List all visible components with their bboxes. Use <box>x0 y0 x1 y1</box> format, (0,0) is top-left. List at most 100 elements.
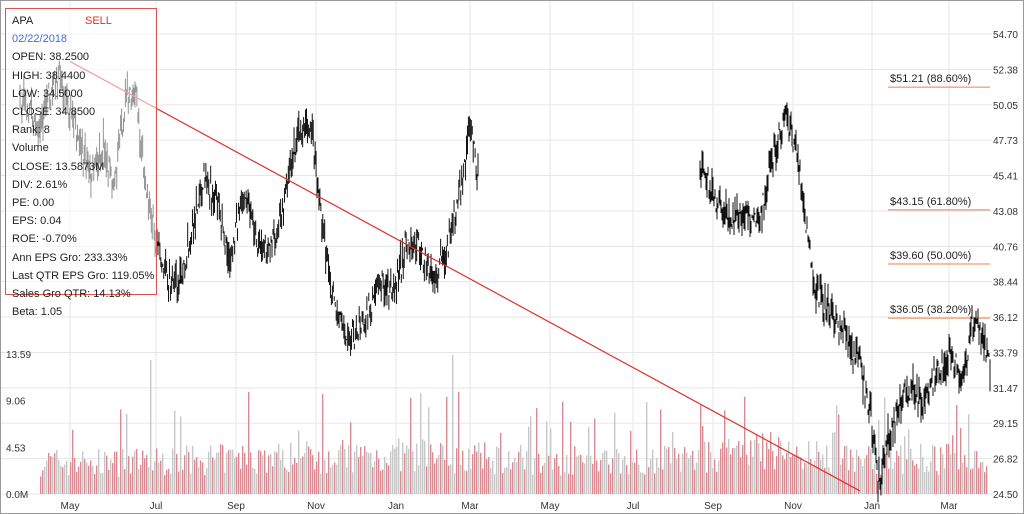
volume-bar <box>882 465 884 494</box>
volume-bar <box>244 452 246 494</box>
volume-bar <box>96 465 98 494</box>
volume-bar <box>534 458 536 494</box>
volume-bar <box>858 456 860 494</box>
volume-bar <box>704 441 706 494</box>
volume-bar <box>326 472 328 494</box>
volume-tick-label: 9.06 <box>6 397 26 408</box>
price-tick-label: 40.76 <box>993 242 1018 253</box>
volume-bar <box>594 418 596 494</box>
volume-bar <box>464 470 466 494</box>
volume-bar <box>86 462 88 494</box>
volume-bar <box>634 462 636 494</box>
volume-bar <box>146 455 148 494</box>
volume-bar <box>160 460 162 494</box>
volume-bar <box>836 405 838 494</box>
volume-bar <box>508 451 510 494</box>
volume-bar <box>856 449 858 494</box>
volume-bar <box>68 474 70 494</box>
volume-bar <box>676 458 678 494</box>
volume-bar <box>828 467 830 494</box>
volume-bar <box>728 438 730 494</box>
volume-bar <box>630 430 632 494</box>
volume-bar <box>236 456 238 494</box>
volume-bar <box>394 448 396 494</box>
volume-bar <box>774 469 776 494</box>
volume-bar <box>678 453 680 494</box>
volume-bar <box>554 458 556 494</box>
volume-bar <box>532 474 534 494</box>
volume-bar <box>348 445 350 494</box>
volume-bar <box>696 462 698 494</box>
volume-bar <box>480 452 482 494</box>
volume-bar <box>720 448 722 494</box>
volume-bar <box>392 445 394 494</box>
volume-bar <box>350 422 352 494</box>
volume-bar <box>660 409 662 494</box>
volume-bar <box>810 458 812 494</box>
volume-bar <box>152 470 154 494</box>
volume-bar <box>220 444 222 494</box>
volume-bar <box>250 452 252 494</box>
volume-bar <box>892 468 894 494</box>
volume-bar <box>210 445 212 494</box>
volume-bar <box>862 465 864 494</box>
x-tick-label: Jan <box>864 501 880 512</box>
info-row: Sales Gro QTR: 14.13% <box>12 288 131 301</box>
volume-bar <box>232 449 234 494</box>
volume-bar <box>600 460 602 494</box>
volume-bar <box>674 447 676 494</box>
volume-bar <box>852 456 854 494</box>
volume-bar <box>698 450 700 494</box>
volume-bar <box>736 445 738 494</box>
volume-bar <box>822 454 824 494</box>
volume-bar <box>898 455 900 494</box>
volume-bar <box>974 450 976 494</box>
volume-bar <box>946 443 948 494</box>
volume-bar <box>228 450 230 494</box>
volume-bar <box>680 471 682 494</box>
volume-bar <box>942 454 944 494</box>
quote-date: 02/22/2018 <box>12 33 68 46</box>
volume-bar <box>702 426 704 494</box>
volume-bar <box>414 471 416 494</box>
volume-bar <box>322 394 324 494</box>
volume-bar <box>278 443 280 494</box>
volume-bar <box>276 452 278 494</box>
volume-bar <box>546 421 548 494</box>
fib-label: $51.21 (88.60%) <box>890 73 971 85</box>
volume-bar <box>656 458 658 494</box>
volume-bar <box>972 468 974 494</box>
volume-bar <box>314 469 316 494</box>
volume-bar <box>166 469 168 494</box>
volume-bar <box>410 397 412 494</box>
volume-bar <box>790 456 792 494</box>
volume-bar <box>884 397 886 494</box>
volume-bar <box>636 449 638 494</box>
volume-bar <box>54 453 56 494</box>
volume-bar <box>154 461 156 494</box>
x-tick-label: Jul <box>150 501 163 512</box>
volume-bar <box>906 459 908 494</box>
volume-bar <box>162 453 164 494</box>
volume-bar <box>174 410 176 494</box>
volume-bar <box>378 458 380 494</box>
volume-bar <box>488 457 490 494</box>
volume-bar <box>252 467 254 494</box>
volume-bar <box>748 464 750 494</box>
volume-bar <box>308 446 310 494</box>
volume-bar <box>128 456 130 494</box>
volume-bar <box>292 464 294 494</box>
volume-bar <box>558 465 560 494</box>
volume-bar <box>796 446 798 494</box>
volume-bar <box>784 459 786 494</box>
info-row: DIV: 2.61% <box>12 178 68 191</box>
volume-bar <box>970 469 972 494</box>
info-row: LOW: 34.5000 <box>12 87 83 100</box>
volume-bar <box>108 469 110 494</box>
volume-bar <box>274 451 276 494</box>
price-tick-label: 33.79 <box>993 348 1018 359</box>
volume-bar <box>664 445 666 494</box>
volume-bar <box>662 469 664 494</box>
volume-bar <box>764 469 766 494</box>
volume-bar <box>690 455 692 494</box>
